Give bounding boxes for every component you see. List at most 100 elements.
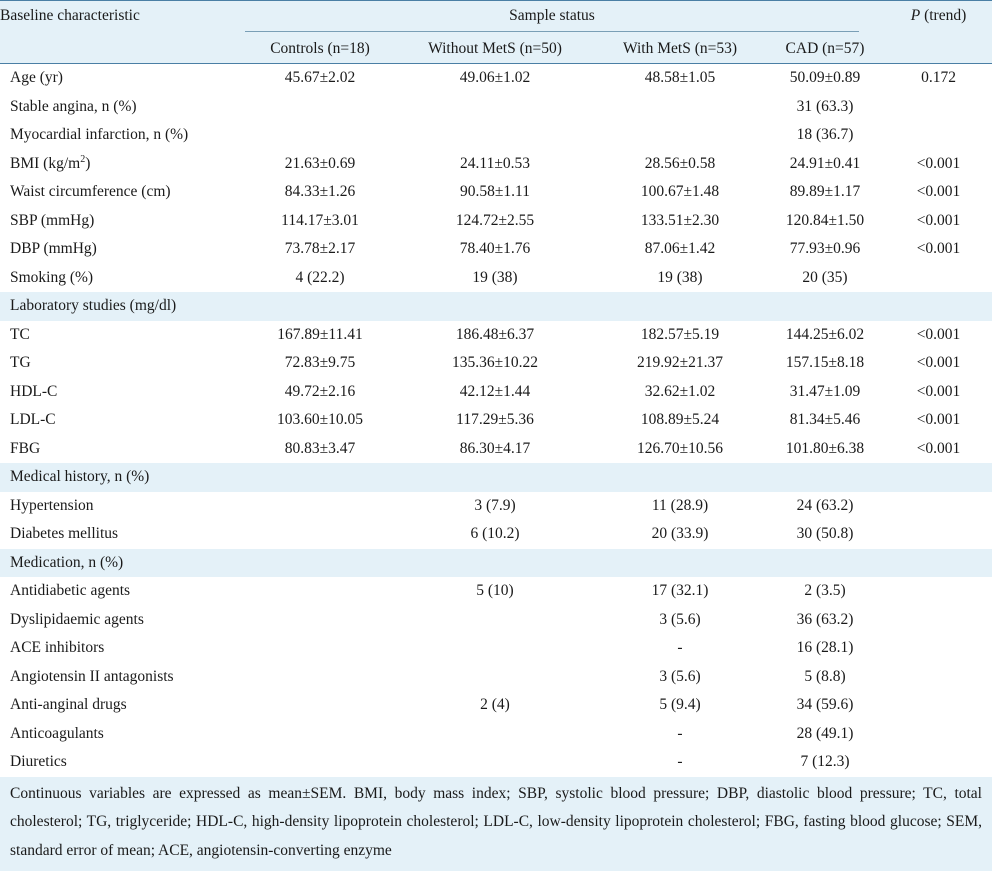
cad-value: 81.34±5.46: [765, 406, 885, 435]
controls-value: 72.83±9.75: [245, 349, 395, 378]
header-cad: CAD (n=57): [765, 35, 885, 64]
cad-value: 16 (28.1): [765, 634, 885, 663]
controls-value: 45.67±2.02: [245, 64, 395, 93]
without-mets-value: [395, 634, 595, 663]
p-trend-value: [885, 121, 992, 150]
without-mets-value: [395, 121, 595, 150]
cad-value: 5 (8.8): [765, 663, 885, 692]
without-mets-value: 42.12±1.44: [395, 378, 595, 407]
p-trend-value: [885, 663, 992, 692]
without-mets-value: 49.06±1.02: [395, 64, 595, 93]
row-label-text: TC: [10, 326, 30, 343]
controls-value: [245, 577, 395, 606]
header-baseline-characteristic: Baseline characteristic: [0, 1, 245, 64]
cad-value: 20 (35): [765, 264, 885, 293]
cad-value: 28 (49.1): [765, 720, 885, 749]
controls-value: [245, 720, 395, 749]
row-label-suffix: ): [85, 155, 90, 172]
row-label-text: HDL-C: [10, 383, 57, 400]
cad-value: 36 (63.2): [765, 606, 885, 635]
with-mets-value: 20 (33.9): [595, 520, 765, 549]
row-label: BMI (kg/m2): [0, 150, 245, 179]
table-row: Anticoagulants -28 (49.1): [0, 720, 992, 749]
with-mets-value: -: [595, 720, 765, 749]
row-label: Age (yr): [0, 64, 245, 93]
with-mets-value: [595, 121, 765, 150]
p-trend-value: [885, 691, 992, 720]
controls-value: 73.78±2.17: [245, 235, 395, 264]
row-label-text: ACE inhibitors: [10, 639, 104, 656]
with-mets-value: 32.62±1.02: [595, 378, 765, 407]
sample-status-label: Sample status: [245, 7, 859, 32]
row-label-text: SBP (mmHg): [10, 212, 94, 229]
without-mets-value: 117.29±5.36: [395, 406, 595, 435]
without-mets-value: 5 (10): [395, 577, 595, 606]
row-label: Angiotensin II antagonists: [0, 663, 245, 692]
cad-value: 120.84±1.50: [765, 207, 885, 236]
p-trend-value: [885, 492, 992, 521]
controls-value: 103.60±10.05: [245, 406, 395, 435]
table-row: Stable angina, n (%)31 (63.3): [0, 93, 992, 122]
with-mets-value: 126.70±10.56: [595, 435, 765, 464]
without-mets-value: 24.11±0.53: [395, 150, 595, 179]
p-trend-value: <0.001: [885, 349, 992, 378]
without-mets-value: 2 (4): [395, 691, 595, 720]
table-row: Myocardial infarction, n (%)18 (36.7): [0, 121, 992, 150]
controls-value: 4 (22.2): [245, 264, 395, 293]
row-label: Smoking (%): [0, 264, 245, 293]
cad-value: 18 (36.7): [765, 121, 885, 150]
row-label-text: Smoking (%): [10, 269, 93, 286]
with-mets-value: 28.56±0.58: [595, 150, 765, 179]
row-label-text: Waist circumference (cm): [10, 183, 171, 200]
row-label: ACE inhibitors: [0, 634, 245, 663]
p-trend-value: [885, 520, 992, 549]
table-footnote: Continuous variables are expressed as me…: [0, 777, 992, 871]
cad-value: 157.15±8.18: [765, 349, 885, 378]
p-trend-value: 0.172: [885, 64, 992, 93]
p-trend-suffix: (trend): [920, 7, 966, 24]
table-row: Smoking (%)4 (22.2)19 (38)19 (38)20 (35): [0, 264, 992, 293]
controls-value: [245, 121, 395, 150]
without-mets-value: 90.58±1.11: [395, 178, 595, 207]
with-mets-value: 87.06±1.42: [595, 235, 765, 264]
row-label: HDL-C: [0, 378, 245, 407]
row-label: Diabetes mellitus: [0, 520, 245, 549]
p-trend-value: [885, 577, 992, 606]
header-without-mets: Without MetS (n=50): [395, 35, 595, 64]
with-mets-value: 133.51±2.30: [595, 207, 765, 236]
section-label: Laboratory studies (mg/dl): [0, 292, 992, 321]
row-label-text: Dyslipidaemic agents: [10, 611, 144, 628]
cad-value: 89.89±1.17: [765, 178, 885, 207]
row-label-text: Age (yr): [10, 69, 63, 86]
without-mets-value: 186.48±6.37: [395, 321, 595, 350]
row-label-text: Anti-anginal drugs: [10, 696, 127, 713]
without-mets-value: 19 (38): [395, 264, 595, 293]
p-trend-value: <0.001: [885, 435, 992, 464]
p-trend-value: <0.001: [885, 178, 992, 207]
row-label-text: LDL-C: [10, 411, 56, 428]
row-label: Anti-anginal drugs: [0, 691, 245, 720]
cad-value: 144.25±6.02: [765, 321, 885, 350]
controls-value: [245, 606, 395, 635]
cad-value: 30 (50.8): [765, 520, 885, 549]
row-label: Hypertension: [0, 492, 245, 521]
cad-value: 31 (63.3): [765, 93, 885, 122]
header-sample-status: Sample status: [245, 1, 885, 36]
header-p-trend: P (trend): [885, 1, 992, 64]
with-mets-value: 17 (32.1): [595, 577, 765, 606]
row-label: TC: [0, 321, 245, 350]
without-mets-value: 135.36±10.22: [395, 349, 595, 378]
controls-value: [245, 93, 395, 122]
cad-value: 34 (59.6): [765, 691, 885, 720]
row-label-text: Anticoagulants: [10, 725, 104, 742]
with-mets-value: 19 (38): [595, 264, 765, 293]
p-trend-value: <0.001: [885, 406, 992, 435]
row-label-text: Diabetes mellitus: [10, 525, 118, 542]
without-mets-value: [395, 720, 595, 749]
with-mets-value: 3 (5.6): [595, 606, 765, 635]
